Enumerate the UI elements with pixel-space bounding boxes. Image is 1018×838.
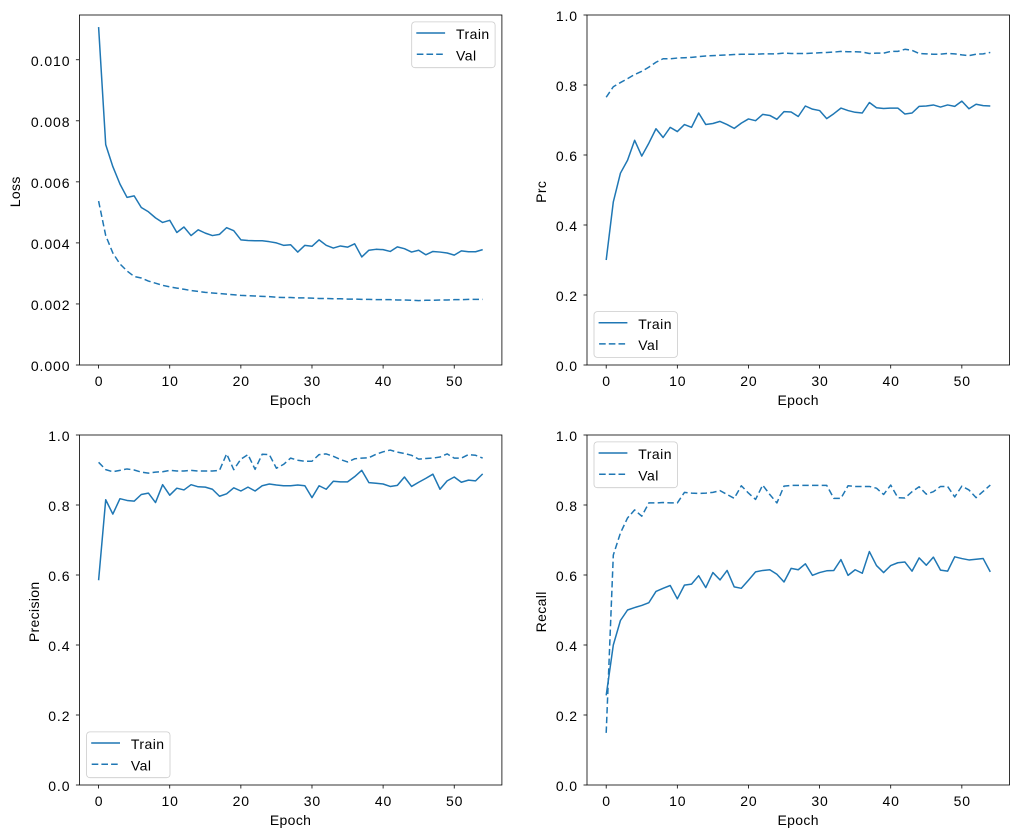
svg-text:20: 20 [233,793,250,809]
svg-text:Train: Train [638,316,672,332]
svg-text:10: 10 [161,373,178,389]
svg-text:10: 10 [669,793,686,809]
svg-text:0.8: 0.8 [556,78,578,94]
svg-text:Recall: Recall [533,591,549,632]
svg-text:Val: Val [638,467,659,483]
svg-text:0.6: 0.6 [556,568,578,584]
svg-text:0.4: 0.4 [556,638,578,654]
svg-text:0.002: 0.002 [31,297,71,313]
svg-text:30: 30 [811,793,828,809]
svg-text:10: 10 [669,373,686,389]
svg-text:1.0: 1.0 [556,428,578,444]
svg-text:0.2: 0.2 [48,708,70,724]
svg-text:50: 50 [954,373,971,389]
svg-text:0.4: 0.4 [48,638,70,654]
svg-text:0.010: 0.010 [31,53,71,69]
svg-text:0: 0 [602,373,611,389]
svg-text:Precision: Precision [26,581,42,642]
svg-text:0: 0 [95,793,104,809]
svg-text:Train: Train [456,26,490,42]
svg-text:Epoch: Epoch [270,812,311,828]
svg-text:0.8: 0.8 [48,498,70,514]
svg-text:0.0: 0.0 [556,358,578,374]
svg-text:Val: Val [456,47,477,63]
svg-text:0.008: 0.008 [31,114,71,130]
svg-text:40: 40 [882,373,899,389]
svg-text:Prc: Prc [533,181,549,203]
svg-text:30: 30 [811,373,828,389]
svg-text:10: 10 [161,793,178,809]
svg-text:0: 0 [95,373,104,389]
svg-text:40: 40 [375,793,392,809]
svg-text:Epoch: Epoch [777,812,818,828]
svg-text:Train: Train [131,736,165,752]
svg-text:Loss: Loss [7,176,23,207]
svg-text:20: 20 [740,373,757,389]
svg-text:1.0: 1.0 [556,8,578,24]
svg-text:0.000: 0.000 [31,358,71,374]
svg-text:0.2: 0.2 [556,708,578,724]
svg-text:20: 20 [233,373,250,389]
svg-text:Epoch: Epoch [270,392,311,408]
svg-text:40: 40 [375,373,392,389]
svg-text:0.006: 0.006 [31,175,71,191]
svg-text:20: 20 [740,793,757,809]
svg-text:Val: Val [638,337,659,353]
svg-text:0.8: 0.8 [556,498,578,514]
svg-text:30: 30 [304,793,321,809]
svg-text:50: 50 [446,793,463,809]
svg-text:50: 50 [954,793,971,809]
svg-text:Val: Val [131,757,152,773]
svg-text:Epoch: Epoch [777,392,818,408]
svg-text:Train: Train [638,446,672,462]
svg-text:0.0: 0.0 [48,778,70,794]
svg-text:50: 50 [446,373,463,389]
svg-text:0.6: 0.6 [48,568,70,584]
svg-text:0.2: 0.2 [556,288,578,304]
svg-text:40: 40 [882,793,899,809]
svg-text:0.004: 0.004 [31,236,71,252]
svg-text:0.4: 0.4 [556,218,578,234]
svg-text:0.6: 0.6 [556,148,578,164]
svg-text:30: 30 [304,373,321,389]
svg-text:0.0: 0.0 [556,778,578,794]
svg-text:0: 0 [602,793,611,809]
svg-text:1.0: 1.0 [48,428,70,444]
